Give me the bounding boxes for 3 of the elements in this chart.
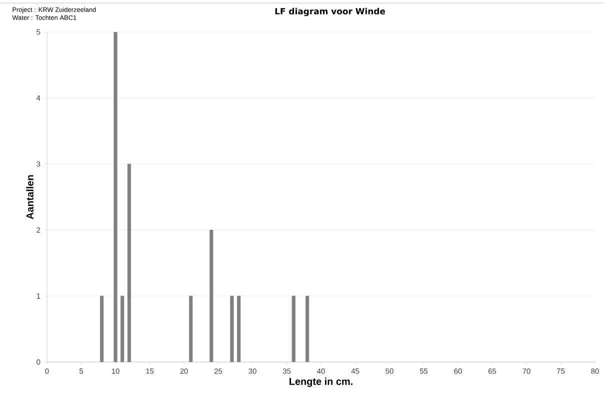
- x-axis-title: Lengte in cm.: [290, 378, 352, 387]
- y-axis-title: Aantallen: [26, 175, 34, 220]
- chart-title: LF diagram voor Winde: [275, 8, 386, 16]
